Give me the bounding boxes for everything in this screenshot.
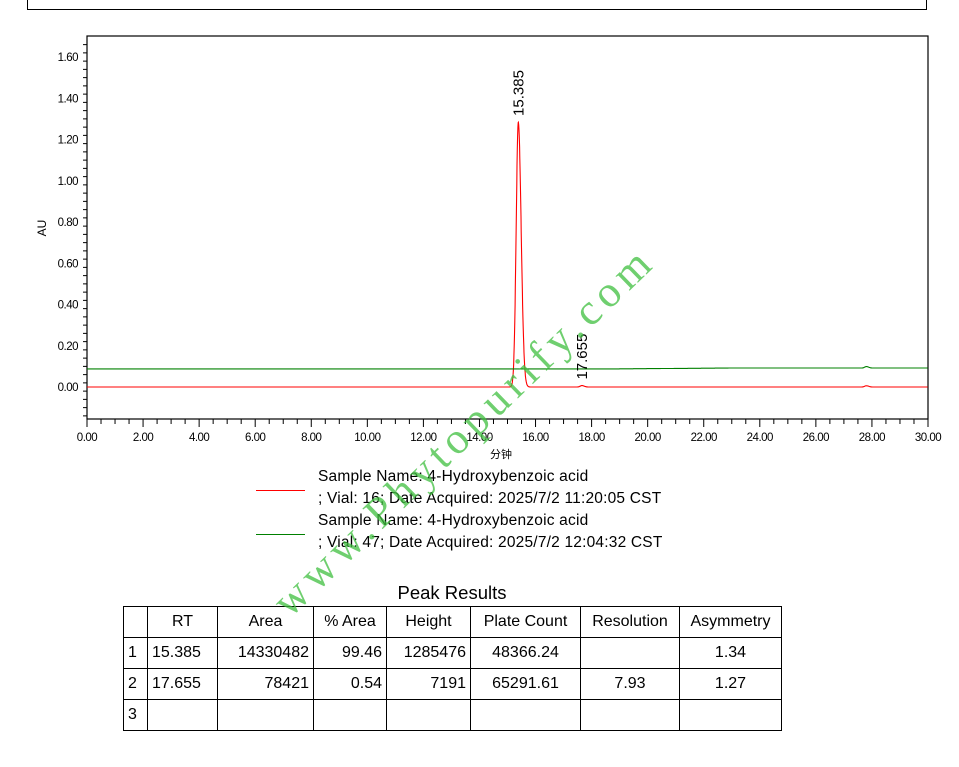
table-header-row: RT Area % Area Height Plate Count Resolu… <box>123 606 782 638</box>
series-line-1 <box>87 120 928 388</box>
cell-plate-count: 48366.24 <box>470 637 581 669</box>
cell-asymmetry <box>679 699 782 731</box>
x-tick-label: 16.00 <box>522 432 548 444</box>
cell-height: 1285476 <box>386 637 471 669</box>
x-tick-label: 18.00 <box>578 432 604 444</box>
y-axis-label: AU <box>35 220 49 237</box>
cell-plate-count: 65291.61 <box>470 668 581 700</box>
header-height: Height <box>386 606 471 638</box>
y-tick-label: 1.40 <box>58 93 78 105</box>
cell-resolution <box>580 699 680 731</box>
x-tick-label: 22.00 <box>691 432 717 444</box>
cell-area: 14330482 <box>217 637 314 669</box>
header-asymmetry: Asymmetry <box>679 606 782 638</box>
header-box <box>27 0 927 10</box>
legend-red-line2: ; Vial: 16; Date Acquired: 2025/7/2 11:2… <box>318 490 662 507</box>
header-rt: RT <box>147 606 218 638</box>
y-tick-label: 0.20 <box>58 341 78 353</box>
cell-resolution: 7.93 <box>580 668 680 700</box>
cell-height: 7191 <box>386 668 471 700</box>
header-area: Area <box>217 606 314 638</box>
x-tick-label: 24.00 <box>747 432 773 444</box>
cell-rt: 15.385 <box>147 637 218 669</box>
x-tick-label: 2.00 <box>133 432 153 444</box>
x-tick-label: 20.00 <box>635 432 661 444</box>
legend-swatch-green <box>256 534 305 535</box>
cell-percent-area <box>313 699 387 731</box>
cell-percent-area: 99.46 <box>313 637 387 669</box>
legend-green-line2: ; Vial: 47; Date Acquired: 2025/7/2 12:0… <box>318 534 663 551</box>
cell-rt: 17.655 <box>147 668 218 700</box>
table-row: 2 17.655 78421 0.54 7191 65291.61 7.93 1… <box>123 668 782 700</box>
x-tick-label: 10.00 <box>354 432 380 444</box>
legend-green-line1: Sample Name: 4-Hydroxybenzoic acid <box>318 512 589 529</box>
series-line-2 <box>87 366 928 370</box>
x-tick-label: 12.00 <box>410 432 436 444</box>
x-tick-label: 8.00 <box>301 432 321 444</box>
cell-plate-count <box>470 699 581 731</box>
y-tick-label: 0.60 <box>58 258 78 270</box>
cell-area: 78421 <box>217 668 314 700</box>
y-tick-label: 0.40 <box>58 300 78 312</box>
header-plate-count: Plate Count <box>470 606 581 638</box>
x-tick-label: 28.00 <box>859 432 885 444</box>
peak-results-title: Peak Results <box>397 582 507 603</box>
peak-label: 15.385 <box>510 70 527 116</box>
y-tick-label: 1.20 <box>58 135 78 147</box>
x-tick-label: 0.00 <box>77 432 97 444</box>
x-axis-label: 分钟 <box>490 447 512 461</box>
chromatogram-chart: 0.00 2.00 4.00 6.00 8.00 10.00 12.00 14.00 16.00… <box>35 35 942 461</box>
x-tick-label: 26.00 <box>803 432 829 444</box>
peak-label: 17.655 <box>574 334 591 380</box>
x-tick-label: 14.00 <box>466 432 492 444</box>
cell-resolution <box>580 637 680 669</box>
table-row: 3 <box>123 699 782 731</box>
y-tick-label: 1.60 <box>58 52 78 64</box>
header-resolution: Resolution <box>580 606 680 638</box>
cell-index: 2 <box>123 668 148 700</box>
peak-results-table: RT Area % Area Height Plate Count Resolu… <box>123 606 782 731</box>
x-tick-label: 4.00 <box>189 432 209 444</box>
legend-swatch-red <box>256 490 305 491</box>
cell-asymmetry: 1.34 <box>679 637 782 669</box>
x-tick-label: 30.00 <box>915 432 941 444</box>
legend-red-line1: Sample Name: 4-Hydroxybenzoic acid <box>318 468 589 485</box>
x-tick-label: 6.00 <box>245 432 265 444</box>
cell-rt <box>147 699 218 731</box>
y-tick-label: 0.80 <box>58 217 78 229</box>
y-tick-label: 0.00 <box>58 382 78 394</box>
header-index <box>123 606 148 638</box>
cell-index: 1 <box>123 637 148 669</box>
cell-asymmetry: 1.27 <box>679 668 782 700</box>
cell-percent-area: 0.54 <box>313 668 387 700</box>
cell-index: 3 <box>123 699 148 731</box>
table-row: 1 15.385 14330482 99.46 1285476 48366.24… <box>123 637 782 669</box>
cell-height <box>386 699 471 731</box>
header-percent-area: % Area <box>313 606 387 638</box>
y-tick-label: 1.00 <box>58 176 78 188</box>
cell-area <box>217 699 314 731</box>
